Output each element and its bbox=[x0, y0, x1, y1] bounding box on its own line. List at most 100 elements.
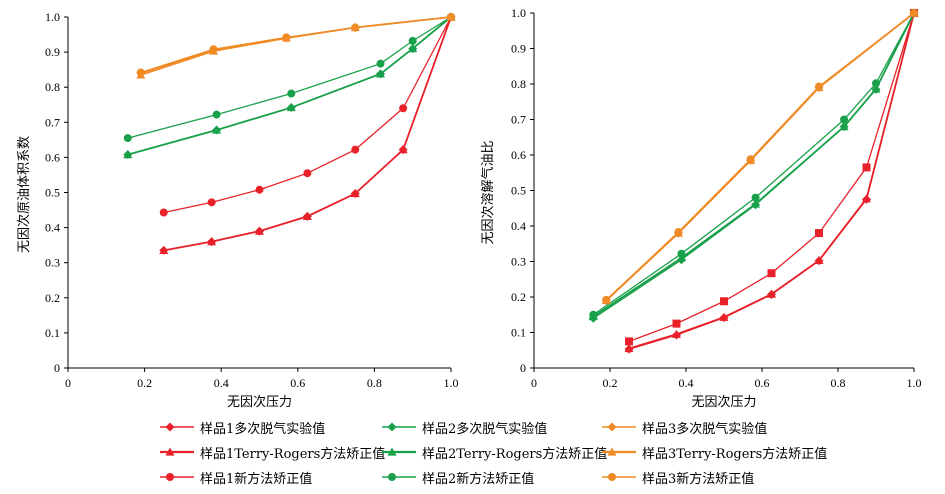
series-3 bbox=[159, 13, 455, 217]
legend-label: 样品3Terry-Rogers方法矫正值 bbox=[642, 446, 828, 462]
data-point bbox=[862, 194, 871, 203]
series-line bbox=[605, 12, 915, 302]
data-point bbox=[624, 343, 634, 353]
legend-marker bbox=[608, 473, 616, 481]
data-point bbox=[871, 84, 881, 93]
y-tick-label: 0.2 bbox=[45, 291, 60, 305]
legend-label: 样品2新方法矫正值 bbox=[422, 471, 535, 487]
y-tick-label: 0.6 bbox=[511, 148, 526, 162]
series-line bbox=[140, 16, 452, 74]
legend-marker bbox=[165, 447, 175, 456]
data-point bbox=[872, 79, 880, 88]
legend-swatch bbox=[160, 473, 194, 481]
x-tick-label: 1.0 bbox=[907, 376, 922, 390]
y-tick-label: 1.0 bbox=[45, 10, 60, 24]
data-point bbox=[376, 59, 385, 68]
legend-marker bbox=[387, 447, 397, 456]
x-tick-label: 0.6 bbox=[755, 376, 770, 390]
data-point bbox=[209, 45, 218, 54]
legend-swatch bbox=[160, 422, 194, 432]
y-tick-label: 0.1 bbox=[45, 326, 60, 340]
legend-label: 样品3新方法矫正值 bbox=[642, 471, 755, 487]
legend-marker bbox=[607, 447, 617, 456]
y-tick-label: 1.0 bbox=[511, 6, 526, 20]
legend-item: 样品1新方法矫正值 bbox=[160, 466, 312, 488]
data-point bbox=[746, 155, 755, 164]
series-line bbox=[592, 12, 915, 316]
y-tick-label: 0.2 bbox=[511, 290, 526, 304]
data-point bbox=[674, 228, 683, 237]
y-tick-label: 0.5 bbox=[45, 186, 60, 200]
y-tick-label: 0.8 bbox=[45, 80, 60, 94]
data-point bbox=[751, 199, 761, 208]
data-point bbox=[399, 104, 408, 113]
series-line bbox=[605, 12, 915, 301]
x-tick-label: 0.4 bbox=[679, 376, 694, 390]
legend-swatch bbox=[382, 422, 416, 432]
legend-label: 样品1多次脱气实验值 bbox=[200, 421, 326, 437]
legend-label: 样品1Terry-Rogers方法矫正值 bbox=[200, 446, 386, 462]
data-point bbox=[408, 44, 418, 53]
y-tick-label: 0.7 bbox=[45, 115, 60, 129]
legend-marker bbox=[607, 422, 617, 432]
data-point bbox=[815, 82, 823, 91]
legend-item: 样品1Terry-Rogers方法矫正值 bbox=[160, 441, 385, 463]
data-point bbox=[350, 189, 360, 198]
y-tick-label: 0.5 bbox=[511, 184, 526, 198]
y-tick-label: 0.9 bbox=[511, 42, 526, 56]
data-point bbox=[408, 36, 417, 45]
data-point bbox=[282, 33, 291, 42]
data-point bbox=[123, 150, 133, 159]
legend-swatch bbox=[602, 447, 636, 456]
data-point bbox=[589, 310, 598, 319]
data-point bbox=[303, 169, 312, 178]
data-point bbox=[672, 319, 681, 328]
y-axis-title: 无因次溶解气油比 bbox=[480, 140, 496, 244]
y-tick-label: 0.7 bbox=[511, 113, 526, 127]
series-9 bbox=[602, 9, 918, 304]
series-line bbox=[592, 12, 915, 318]
data-point bbox=[351, 145, 360, 154]
y-tick-label: 0.4 bbox=[511, 219, 526, 233]
x-tick-label: 0.8 bbox=[367, 376, 382, 390]
x-axis-title: 无因次压力 bbox=[227, 394, 292, 410]
data-point bbox=[302, 211, 312, 220]
data-point bbox=[767, 289, 776, 298]
series-line bbox=[127, 16, 452, 156]
series-5 bbox=[123, 12, 456, 159]
data-point bbox=[123, 134, 132, 143]
data-point bbox=[910, 9, 918, 17]
data-point bbox=[159, 208, 168, 217]
data-point bbox=[207, 237, 217, 246]
legend-marker bbox=[388, 473, 396, 481]
legend-label: 样品2Terry-Rogers方法矫正值 bbox=[422, 446, 608, 462]
data-point bbox=[376, 69, 386, 78]
data-point bbox=[447, 13, 455, 21]
x-tick-label: 0 bbox=[531, 376, 537, 390]
y-tick-label: 0.8 bbox=[511, 77, 526, 91]
data-point bbox=[207, 198, 216, 207]
y-tick-label: 0.3 bbox=[45, 256, 60, 270]
data-point bbox=[398, 145, 408, 154]
y-tick-label: 0.3 bbox=[511, 255, 526, 269]
data-point bbox=[677, 249, 686, 258]
data-point bbox=[602, 295, 611, 304]
legend-item: 样品3新方法矫正值 bbox=[602, 466, 754, 488]
y-axis-title: 无因次原油体积系数 bbox=[16, 136, 32, 253]
series-9 bbox=[136, 13, 455, 77]
legend-swatch bbox=[602, 473, 636, 481]
data-point bbox=[815, 229, 823, 238]
y-tick-label: 0.1 bbox=[511, 326, 526, 340]
legend-marker bbox=[166, 473, 174, 481]
data-point bbox=[255, 185, 264, 194]
data-point bbox=[839, 122, 849, 131]
legend-swatch bbox=[160, 447, 194, 456]
legend-item: 样品2新方法矫正值 bbox=[382, 466, 534, 488]
data-point bbox=[212, 125, 222, 134]
legend-item: 样品1多次脱气实验值 bbox=[160, 416, 325, 438]
data-point bbox=[840, 115, 849, 124]
data-point bbox=[625, 337, 633, 346]
data-point bbox=[767, 269, 776, 278]
data-point bbox=[672, 329, 681, 338]
legend-item: 样品2多次脱气实验值 bbox=[382, 416, 547, 438]
